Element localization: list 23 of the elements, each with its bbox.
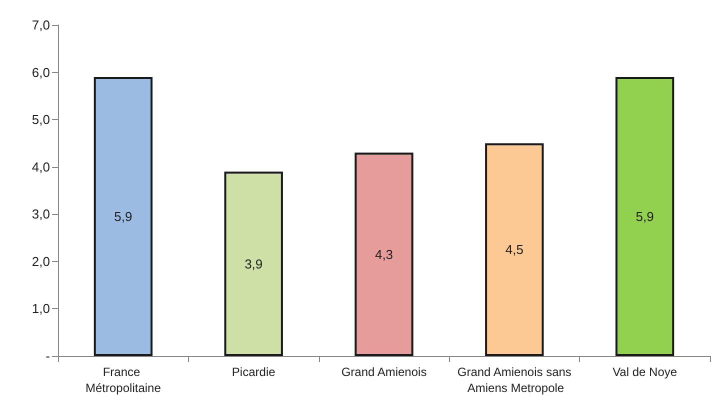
y-tick-label: 3,0 xyxy=(32,206,50,222)
x-tick-label: Grand Amienois xyxy=(341,365,427,379)
y-tick-label: 5,0 xyxy=(32,112,50,128)
data-label: 4,3 xyxy=(374,246,394,262)
x-tick-label: Val de Noye xyxy=(612,365,678,379)
bar xyxy=(224,172,283,356)
data-label: 5,9 xyxy=(114,209,132,224)
data-label: 4,5 xyxy=(505,242,524,258)
x-tick-label: France Métropolitaine xyxy=(86,365,162,395)
x-tick-label: Picardie xyxy=(232,365,276,379)
y-tick-label: 1,0 xyxy=(32,301,50,316)
bar xyxy=(354,152,414,356)
y-tick-label: 2,0 xyxy=(32,254,50,269)
bar xyxy=(485,143,544,356)
data-label: 3,9 xyxy=(244,256,263,272)
y-tick-label: 6,0 xyxy=(32,64,50,80)
y-tick-label: 7,0 xyxy=(32,18,50,32)
y-tick-label: 4,0 xyxy=(32,159,50,174)
bar xyxy=(94,77,153,356)
data-label: 5,9 xyxy=(636,209,654,224)
bar xyxy=(615,77,674,356)
y-tick-label: - xyxy=(46,348,50,364)
x-tick-label: Grand Amienois sans Amiens Metropole xyxy=(457,365,572,395)
